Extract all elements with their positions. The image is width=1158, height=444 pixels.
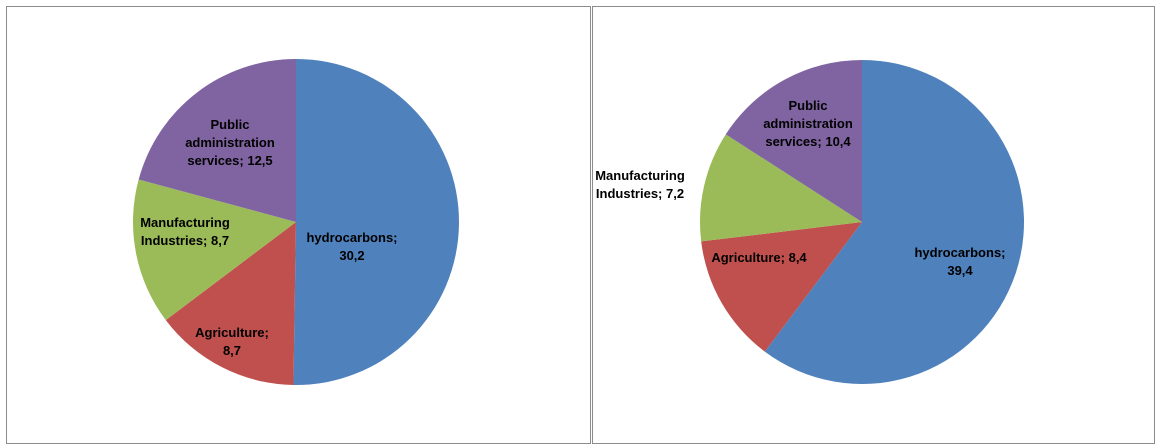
- pie-chart-right: hydrocarbons; 39,4 Agriculture; 8,4 Manufac…: [595, 60, 1025, 384]
- pie-slice-manufacturing-industries: [133, 179, 296, 321]
- data-label-public-administration-services: Public administration services; 12,5: [185, 117, 275, 168]
- pie-slice-public-administration-services: [725, 60, 862, 222]
- data-label-agriculture: Agriculture; 8,7: [195, 325, 269, 358]
- pie-slice-public-administration-services: [138, 59, 296, 222]
- data-label-agriculture: Agriculture; 8,4: [711, 250, 807, 265]
- chart-panel-right: hydrocarbons; 39,4 Agriculture; 8,4 Manufac…: [592, 6, 1155, 444]
- data-label-manufacturing-industries: Manufacturing Industries; 8,7: [140, 215, 230, 248]
- data-label-manufacturing-industries: Manufacturing Industries; 7,2: [595, 168, 685, 201]
- pie-chart-left: hydrocarbons; 30,2 Agriculture; 8,7 Manufact…: [133, 59, 459, 385]
- chart-panel-left: hydrocarbons; 30,2 Agriculture; 8,7 Manufact…: [6, 6, 591, 444]
- pie-slice-hydrocarbons: [764, 60, 1025, 384]
- pie-slice-manufacturing-industries: [700, 134, 862, 242]
- pie-slice-hydrocarbons: [293, 59, 459, 385]
- pie-slice-agriculture: [165, 222, 296, 385]
- pie-slice-agriculture: [701, 222, 862, 352]
- data-label-hydrocarbons: hydrocarbons; 30,2: [306, 230, 397, 263]
- data-label-hydrocarbons: hydrocarbons; 39,4: [914, 245, 1005, 278]
- data-label-public-administration-services: Public administration services; 10,4: [763, 98, 853, 149]
